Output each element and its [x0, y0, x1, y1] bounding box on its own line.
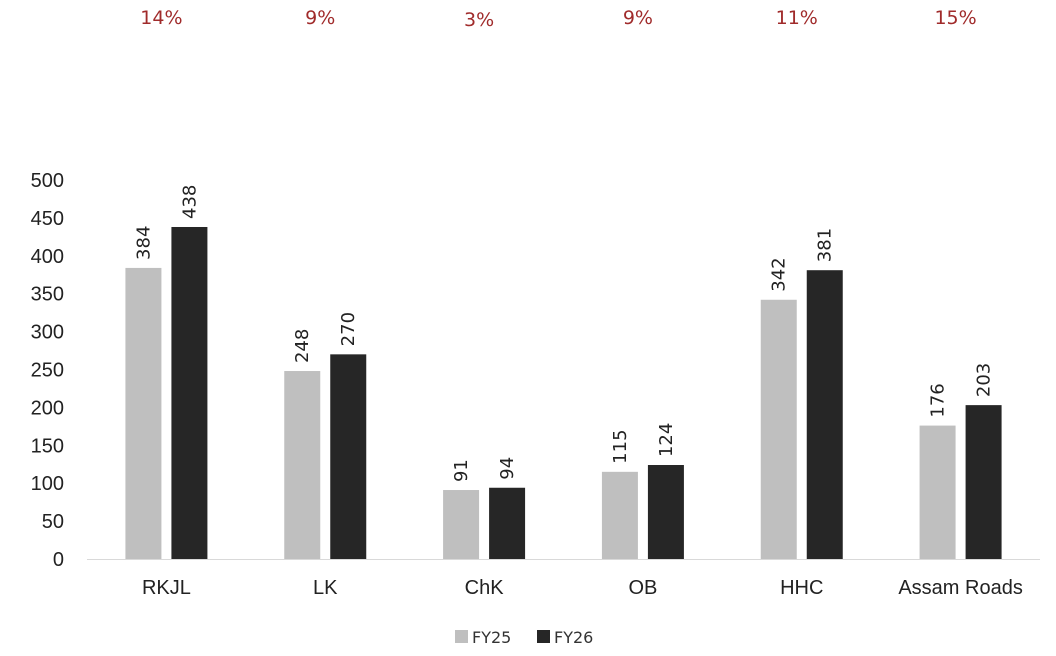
bars: 384 438 248 270 91 94 115 124 342 381 176 203 — [125, 185, 1002, 559]
legend-label-fy25: FY25 — [472, 628, 511, 647]
growth-label: 15% — [934, 7, 976, 29]
x-tick-label: RKJL — [142, 577, 191, 599]
growth-labels: 14% 9% 3% 9% 11% 15% — [140, 7, 976, 31]
x-tick-label: LK — [313, 577, 338, 599]
y-tick-label: 0 — [53, 549, 64, 571]
bar-fy25-chk — [443, 490, 480, 559]
data-label: 124 — [656, 423, 677, 457]
data-label: 203 — [974, 363, 995, 397]
data-label: 115 — [610, 429, 631, 463]
data-label: 176 — [928, 383, 949, 417]
legend-swatch-fy26 — [537, 630, 550, 643]
legend: FY25 FY26 — [455, 628, 593, 647]
data-label: 342 — [769, 257, 790, 291]
data-label: 248 — [292, 329, 313, 363]
y-tick-label: 300 — [31, 322, 64, 344]
x-tick-label: HHC — [780, 577, 823, 599]
y-tick-label: 200 — [31, 397, 64, 419]
bar-fy25-ob — [601, 471, 638, 559]
data-label: 94 — [497, 457, 518, 480]
y-tick-label: 100 — [31, 473, 64, 495]
bar-fy25-lk — [284, 371, 321, 559]
legend-swatch-fy25 — [455, 630, 468, 643]
legend-label-fy26: FY26 — [554, 628, 593, 647]
x-tick-label: OB — [628, 577, 657, 599]
bar-fy26-assam-roads — [965, 405, 1002, 559]
bar-fy26-hhc — [806, 270, 843, 559]
growth-label: 9% — [623, 7, 653, 29]
data-label: 384 — [133, 226, 154, 260]
growth-label: 9% — [305, 7, 335, 29]
x-tick-label: Assam Roads — [898, 577, 1023, 599]
y-tick-label: 400 — [31, 246, 64, 268]
y-tick-label: 50 — [42, 511, 64, 533]
data-label: 270 — [338, 312, 359, 346]
bar-fy26-ob — [647, 465, 684, 559]
x-tick-label: ChK — [465, 577, 505, 599]
bar-fy26-lk — [330, 354, 367, 559]
data-label: 91 — [451, 459, 472, 482]
y-tick-label: 450 — [31, 208, 64, 230]
bar-fy25-hhc — [760, 299, 797, 559]
bar-fy26-chk — [489, 487, 526, 559]
bar-fy25-assam-roads — [919, 425, 956, 559]
x-axis: RKJL LK ChK OB HHC Assam Roads — [87, 559, 1040, 599]
y-tick-label: 350 — [31, 284, 64, 306]
y-tick-label: 150 — [31, 435, 64, 457]
y-tick-label: 250 — [31, 360, 64, 382]
growth-label: 3% — [464, 9, 494, 31]
bar-fy25-rkjl — [125, 267, 162, 559]
data-label: 438 — [179, 185, 200, 219]
bar-fy26-rkjl — [171, 226, 208, 559]
data-label: 381 — [815, 228, 836, 262]
y-tick-label: 500 — [31, 170, 64, 192]
y-axis: 0 50 100 150 200 250 300 350 400 450 500 — [31, 170, 64, 571]
growth-label: 14% — [140, 7, 182, 29]
growth-label: 11% — [776, 7, 818, 29]
